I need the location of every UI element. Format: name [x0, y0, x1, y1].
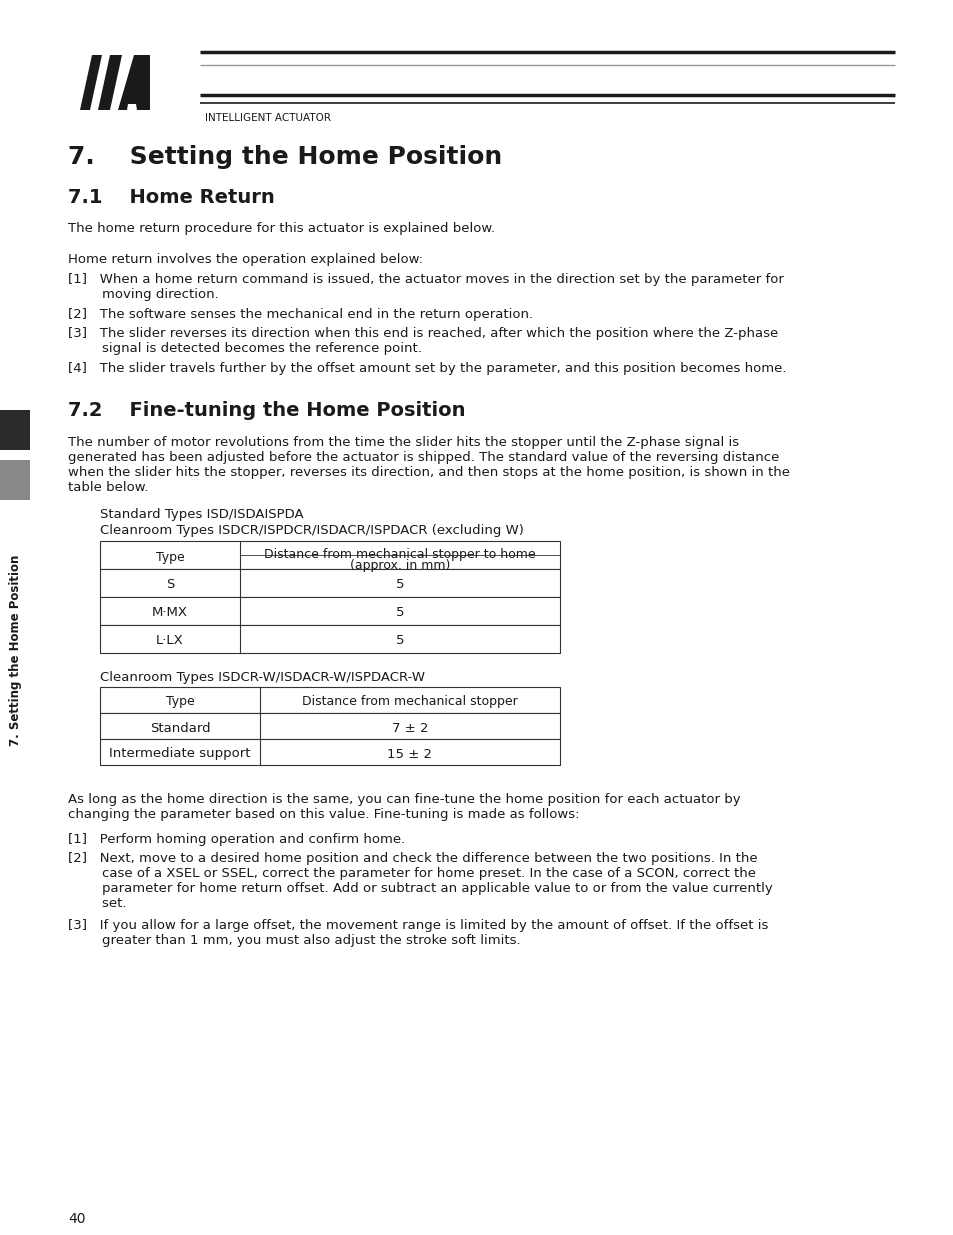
Bar: [0, 459, 30, 500]
Text: (approx. in mm): (approx. in mm): [350, 559, 450, 572]
Text: L·LX: L·LX: [156, 635, 184, 647]
Text: 5: 5: [395, 635, 404, 647]
Text: [1]   When a home return command is issued, the actuator moves in the direction : [1] When a home return command is issued…: [68, 273, 783, 301]
Text: [1]   Perform homing operation and confirm home.: [1] Perform homing operation and confirm…: [68, 832, 405, 846]
Text: 7. Setting the Home Position: 7. Setting the Home Position: [10, 555, 23, 746]
Text: [3]   If you allow for a large offset, the movement range is limited by the amou: [3] If you allow for a large offset, the…: [68, 919, 767, 947]
Text: Home return involves the operation explained below:: Home return involves the operation expla…: [68, 253, 423, 266]
Text: S: S: [166, 578, 174, 592]
Text: 7.2    Fine-tuning the Home Position: 7.2 Fine-tuning the Home Position: [68, 401, 465, 420]
Text: 5: 5: [395, 606, 404, 620]
Text: 40: 40: [68, 1212, 86, 1226]
Bar: [100, 739, 559, 764]
Text: 15 ± 2: 15 ± 2: [387, 747, 432, 761]
Polygon shape: [80, 56, 102, 110]
Text: Cleanroom Types ISDCR/ISPDCR/ISDACR/ISPDACR (excluding W): Cleanroom Types ISDCR/ISPDCR/ISDACR/ISPD…: [100, 524, 523, 537]
Bar: [100, 713, 559, 739]
Polygon shape: [98, 56, 122, 110]
Bar: [100, 597, 559, 625]
Bar: [100, 541, 559, 569]
Text: Type: Type: [155, 551, 184, 563]
Text: Distance from mechanical stopper: Distance from mechanical stopper: [302, 695, 517, 709]
Text: The home return procedure for this actuator is explained below.: The home return procedure for this actua…: [68, 222, 495, 235]
Text: 7.    Setting the Home Position: 7. Setting the Home Position: [68, 144, 501, 169]
Text: [2]   Next, move to a desired home position and check the difference between the: [2] Next, move to a desired home positio…: [68, 852, 772, 910]
Polygon shape: [118, 56, 150, 110]
Bar: [100, 569, 559, 597]
Text: Standard: Standard: [150, 721, 210, 735]
Text: [4]   The slider travels further by the offset amount set by the parameter, and : [4] The slider travels further by the of…: [68, 362, 785, 375]
Bar: [100, 687, 559, 713]
Text: Type: Type: [166, 695, 194, 709]
Text: Distance from mechanical stopper to home: Distance from mechanical stopper to home: [264, 548, 536, 561]
Text: [2]   The software senses the mechanical end in the return operation.: [2] The software senses the mechanical e…: [68, 308, 533, 321]
Bar: [100, 625, 559, 653]
Text: The number of motor revolutions from the time the slider hits the stopper until : The number of motor revolutions from the…: [68, 436, 789, 494]
Text: 7 ± 2: 7 ± 2: [392, 721, 428, 735]
Text: Intermediate support: Intermediate support: [110, 747, 251, 761]
Text: [3]   The slider reverses its direction when this end is reached, after which th: [3] The slider reverses its direction wh…: [68, 327, 778, 354]
Text: Standard Types ISD/ISDAISPDA: Standard Types ISD/ISDAISPDA: [100, 508, 303, 521]
Text: Cleanroom Types ISDCR-W/ISDACR-W/ISPDACR-W: Cleanroom Types ISDCR-W/ISDACR-W/ISPDACR…: [100, 671, 424, 684]
Text: 7.1    Home Return: 7.1 Home Return: [68, 188, 274, 207]
Bar: [0, 410, 30, 450]
Text: 5: 5: [395, 578, 404, 592]
Text: INTELLIGENT ACTUATOR: INTELLIGENT ACTUATOR: [205, 112, 331, 124]
Text: As long as the home direction is the same, you can fine-tune the home position f: As long as the home direction is the sam…: [68, 793, 740, 821]
Text: M·MX: M·MX: [152, 606, 188, 620]
